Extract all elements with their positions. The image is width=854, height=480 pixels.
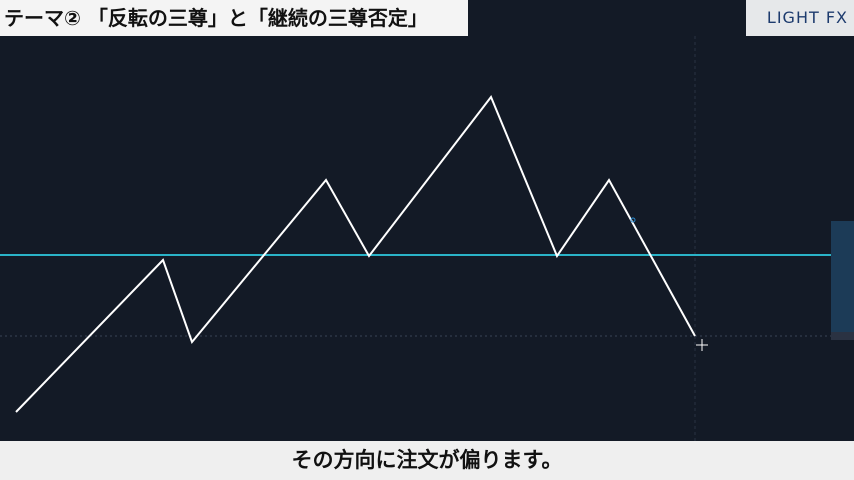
price-path: [15, 95, 696, 413]
price-tag: [831, 332, 854, 340]
logo: LIGHT FX: [746, 0, 854, 36]
price-range-box: [831, 221, 854, 336]
caption: その方向に注文が偏ります。: [0, 441, 854, 480]
anchor-point: [630, 217, 636, 223]
title: テーマ② 「反転の三尊」と「継続の三尊否定」: [0, 0, 468, 36]
